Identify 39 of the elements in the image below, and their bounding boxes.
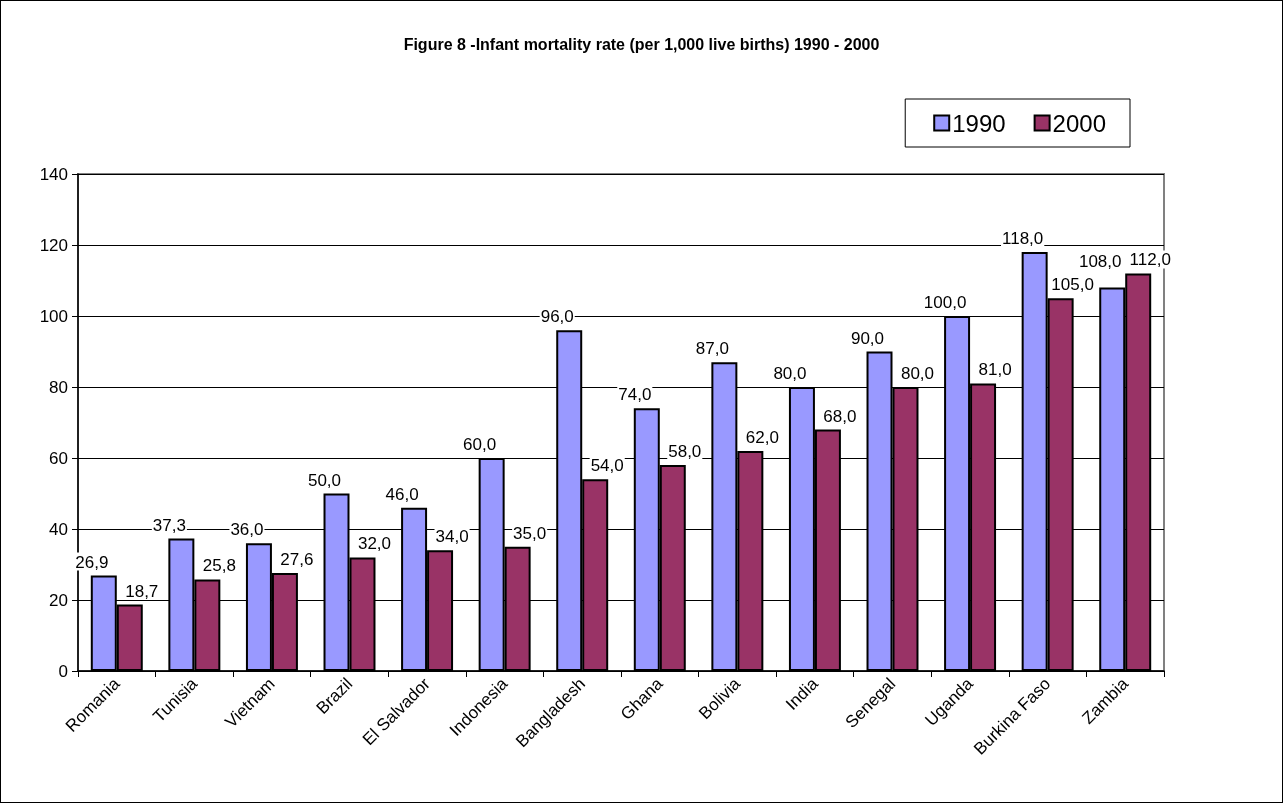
data-label: 18,7 [125, 581, 159, 601]
data-label: 50,0 [307, 470, 342, 490]
y-tick-label: 20 [49, 590, 68, 610]
data-label: 81,0 [978, 360, 1012, 380]
legend-label: 1990 [952, 109, 1006, 137]
data-label: 108,0 [1078, 252, 1122, 272]
data-label: 35,0 [513, 523, 547, 543]
data-label: 74,0 [618, 385, 652, 405]
y-tick-label: 120 [39, 235, 68, 255]
data-label: 96,0 [540, 307, 574, 327]
data-label: 62,0 [745, 427, 779, 447]
chart-title: Figure 8 -Infant mortality rate (per 1,000 live births) 1990 - 2000 [403, 35, 880, 53]
y-tick-label: 140 [39, 164, 68, 184]
data-label: 100,0 [923, 293, 967, 312]
data-label: 68,0 [823, 406, 857, 426]
data-label: 90,0 [850, 328, 885, 348]
y-tick-label: 60 [49, 448, 68, 468]
y-tick-label: 0 [58, 661, 68, 681]
data-label: 87,0 [695, 339, 729, 359]
data-label: 80,0 [900, 364, 935, 383]
data-label: 34,0 [435, 527, 469, 547]
data-label: 36,0 [230, 520, 264, 540]
data-label: 54,0 [590, 456, 624, 476]
data-label: 32,0 [357, 534, 392, 554]
y-tick-label: 80 [49, 377, 68, 397]
data-label: 25,8 [202, 556, 236, 576]
data-label: 105,0 [1051, 275, 1094, 295]
data-label: 80,0 [773, 364, 807, 383]
y-tick-label: 100 [39, 306, 68, 326]
y-tick-label: 40 [49, 519, 68, 539]
data-label: 118,0 [1002, 229, 1044, 249]
data-label: 37,3 [152, 515, 186, 535]
data-label: 112,0 [1129, 250, 1171, 270]
data-label: 26,9 [75, 552, 109, 572]
data-label: 60,0 [463, 435, 497, 454]
data-label: 46,0 [385, 484, 419, 504]
data-label: 58,0 [668, 442, 702, 462]
data-label: 27,6 [280, 550, 314, 570]
legend-label: 2000 [1052, 109, 1106, 137]
